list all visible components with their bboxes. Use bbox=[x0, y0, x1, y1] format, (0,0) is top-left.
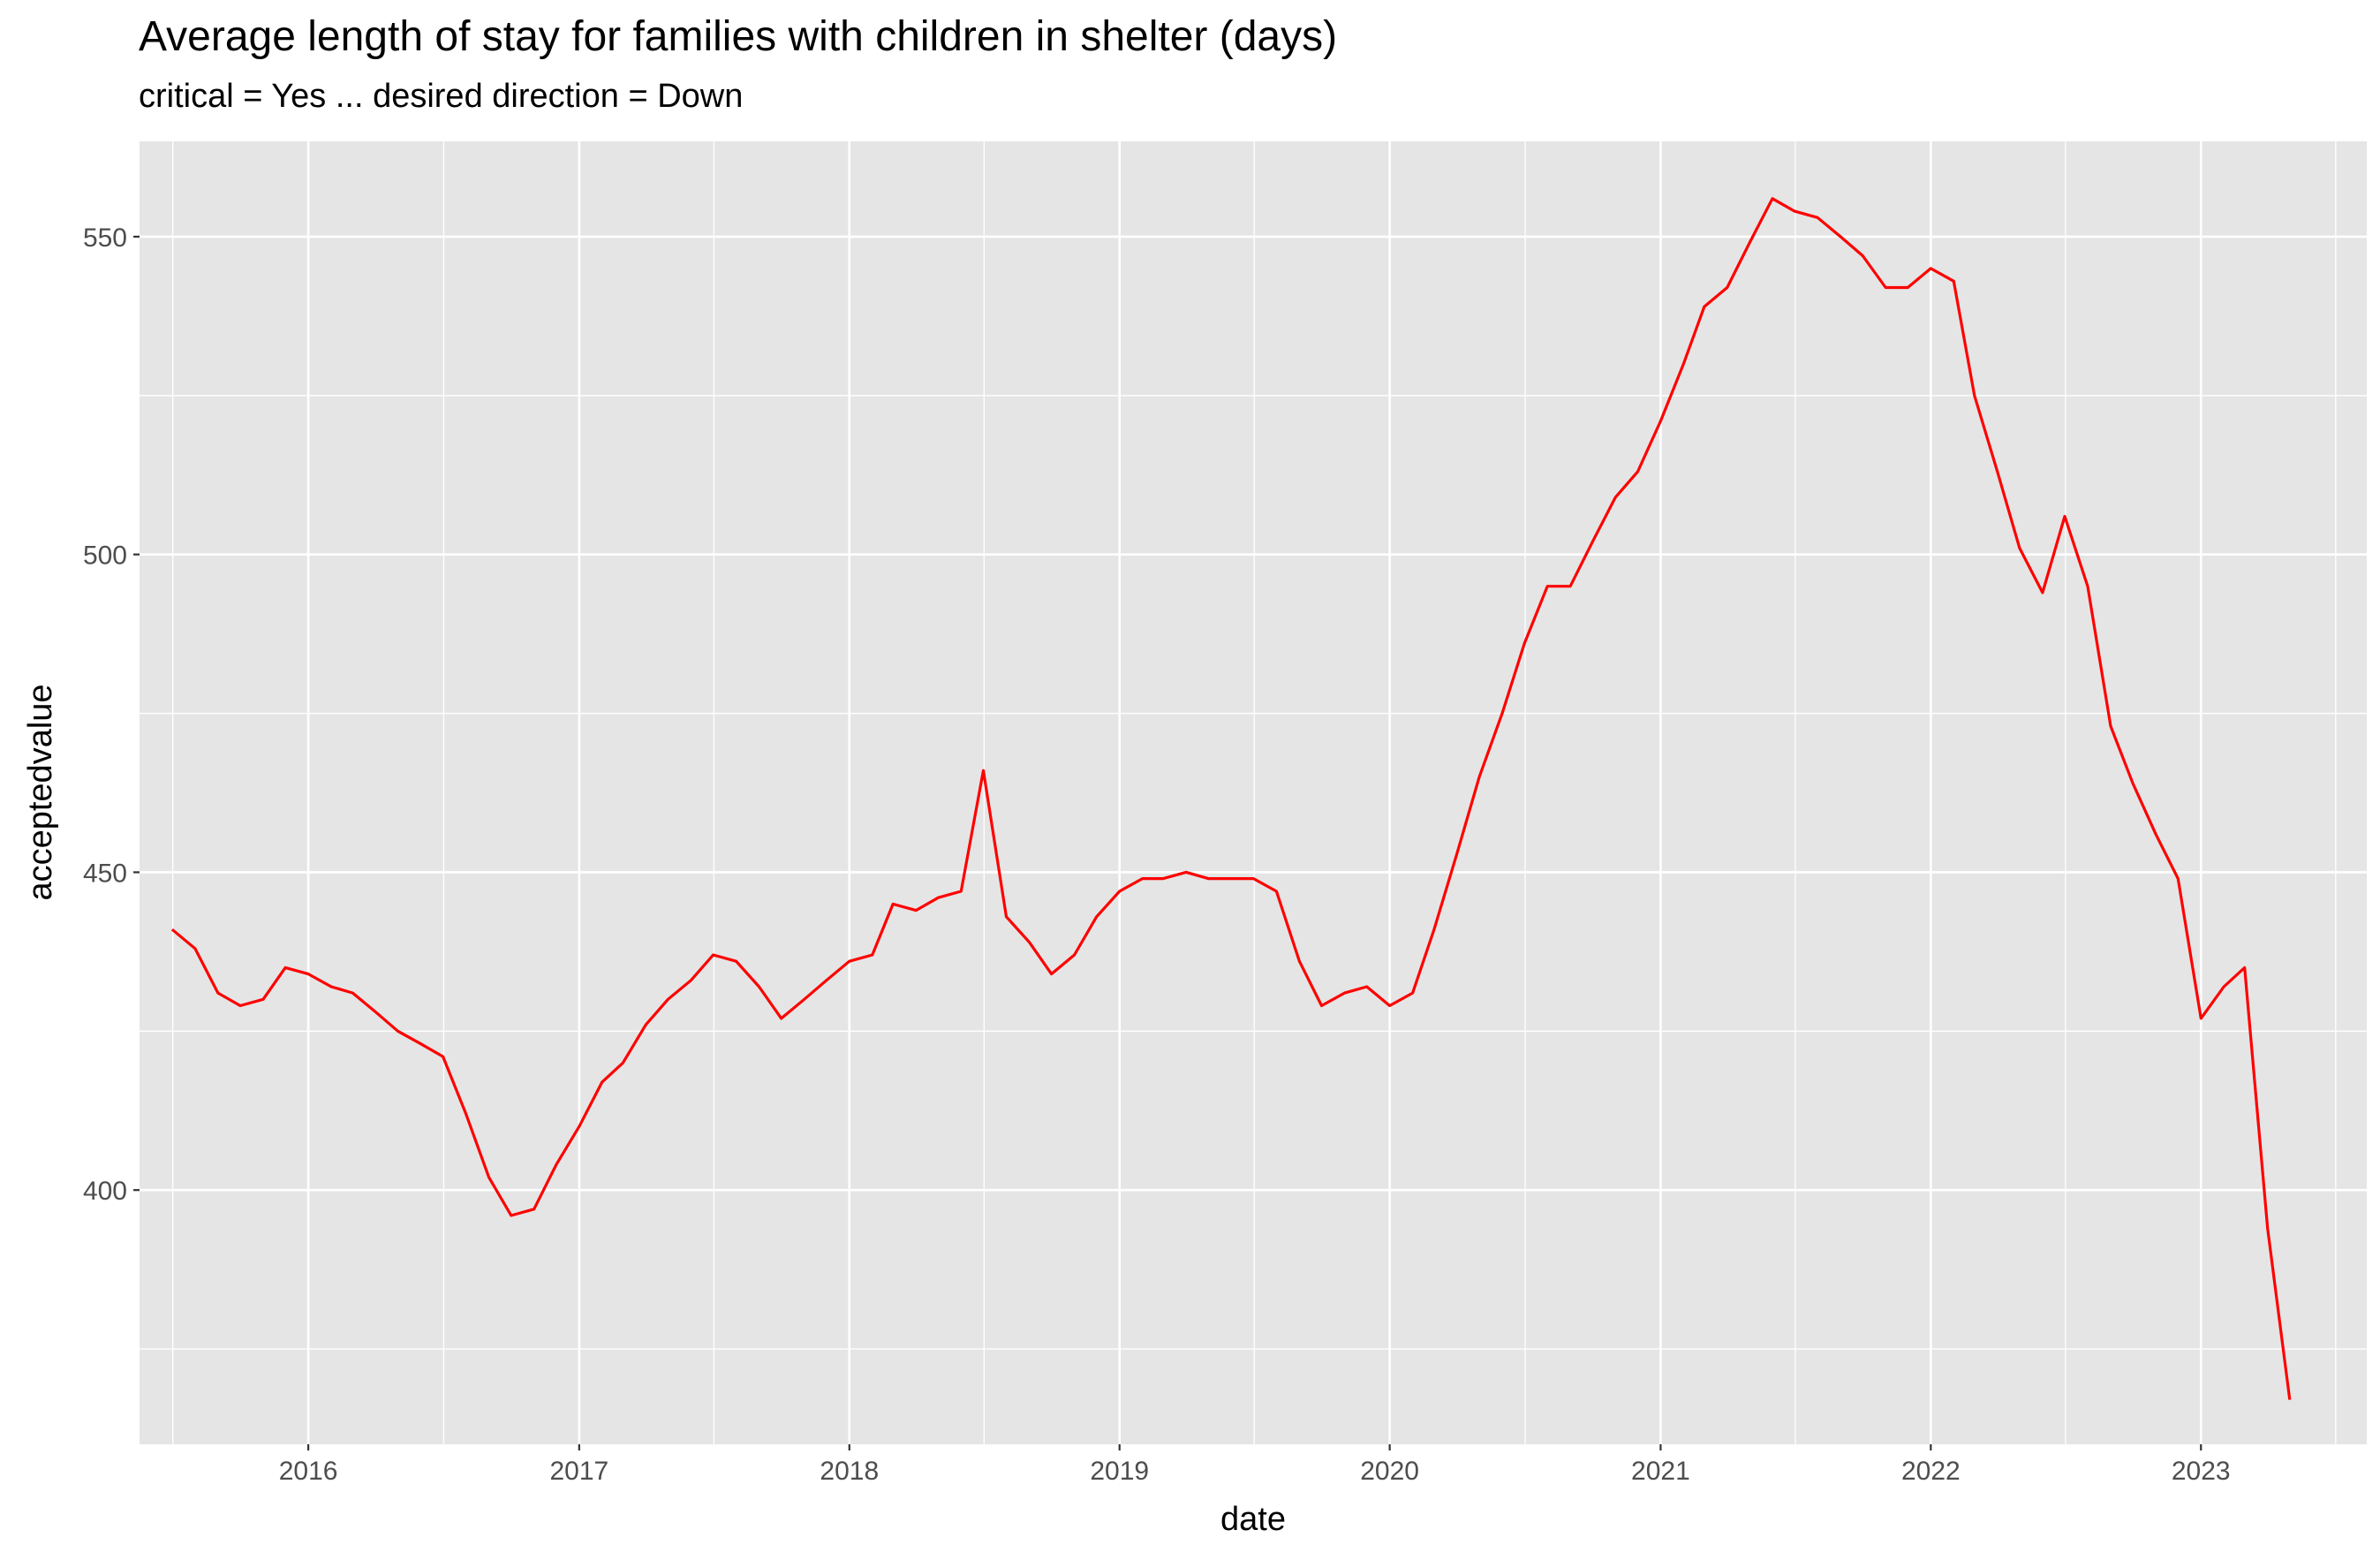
minor-gridlines bbox=[140, 141, 2367, 1444]
x-tick-label: 2019 bbox=[1090, 1457, 1149, 1486]
series-line bbox=[170, 197, 2292, 1400]
y-axis-title: acceptedvalue bbox=[22, 684, 59, 900]
x-axis-ticks: 2016 2017 2018 2019 2020 2021 2022 2023 bbox=[279, 1444, 2231, 1486]
x-axis-title: date bbox=[1220, 1501, 1286, 1538]
x-tick-label: 2017 bbox=[549, 1457, 608, 1486]
y-axis-ticks: 400 450 500 550 bbox=[83, 223, 140, 1206]
x-tick-label: 2022 bbox=[1901, 1457, 1961, 1486]
chart-subtitle: critical = Yes ... desired direction = D… bbox=[139, 78, 744, 115]
x-tick-label: 2021 bbox=[1631, 1457, 1690, 1486]
y-tick-label: 400 bbox=[83, 1177, 127, 1206]
major-gridlines bbox=[140, 141, 2367, 1444]
y-tick-label: 500 bbox=[83, 541, 127, 571]
y-tick-label: 550 bbox=[83, 223, 127, 253]
x-tick-label: 2020 bbox=[1360, 1457, 1419, 1486]
x-tick-label: 2018 bbox=[820, 1457, 879, 1486]
chart-title: Average length of stay for families with… bbox=[139, 13, 1338, 60]
x-tick-label: 2016 bbox=[279, 1457, 338, 1486]
plot-panel bbox=[140, 141, 2367, 1444]
y-tick-label: 450 bbox=[83, 859, 127, 888]
series-layer bbox=[170, 197, 2292, 1400]
x-tick-label: 2023 bbox=[2172, 1457, 2231, 1486]
